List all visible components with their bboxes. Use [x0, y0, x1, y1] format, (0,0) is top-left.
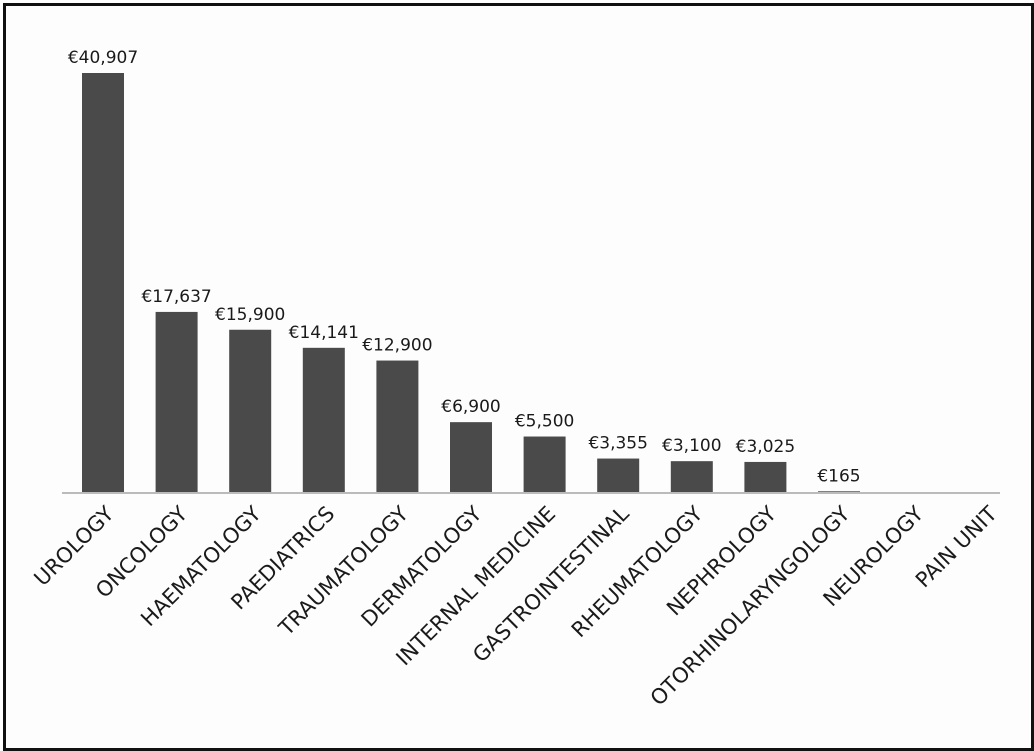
bar-gastrointestinal: [597, 458, 640, 493]
value-label-internal-medicine: €5,500: [515, 412, 574, 432]
value-label-traumatology: €12,900: [362, 336, 432, 356]
bar-internal-medicine: [523, 436, 566, 493]
category-label-rheumatology: RHEUMATOLOGY: [567, 501, 708, 642]
value-label-nephrology: €3,025: [736, 437, 795, 457]
bar-paediatrics: [302, 347, 345, 493]
bar-nephrology: [744, 461, 787, 493]
bar-urology: [82, 73, 124, 493]
bar-rheumatology: [670, 461, 713, 493]
value-label-gastrointestinal: €3,355: [588, 434, 647, 454]
category-label-traumatology: TRAUMATOLOGY: [274, 501, 413, 640]
value-label-dermatology: €6,900: [441, 397, 500, 417]
bar-dermatology: [450, 422, 492, 493]
value-labels-group: €40,907 €17,637€15,900€14,141€12,900 €6,90…: [68, 48, 861, 486]
bars-group: [82, 73, 860, 494]
value-label-oncology: €17,637: [141, 287, 211, 307]
value-label-urology: €40,907: [68, 48, 138, 68]
bar-oncology: [155, 311, 198, 493]
category-labels-group: UROLOGYONCOLOGYHAEMATOLOGYPAEDIATRICSTRA…: [29, 501, 1001, 710]
value-label-otorhinolaryngology: €165: [817, 466, 860, 486]
value-label-haematology: €15,900: [215, 305, 285, 325]
bar-traumatology: [376, 360, 419, 493]
value-label-rheumatology: €3,100: [662, 436, 721, 456]
bar-haematology: [229, 329, 272, 493]
value-label-paediatrics: €14,141: [289, 323, 359, 343]
